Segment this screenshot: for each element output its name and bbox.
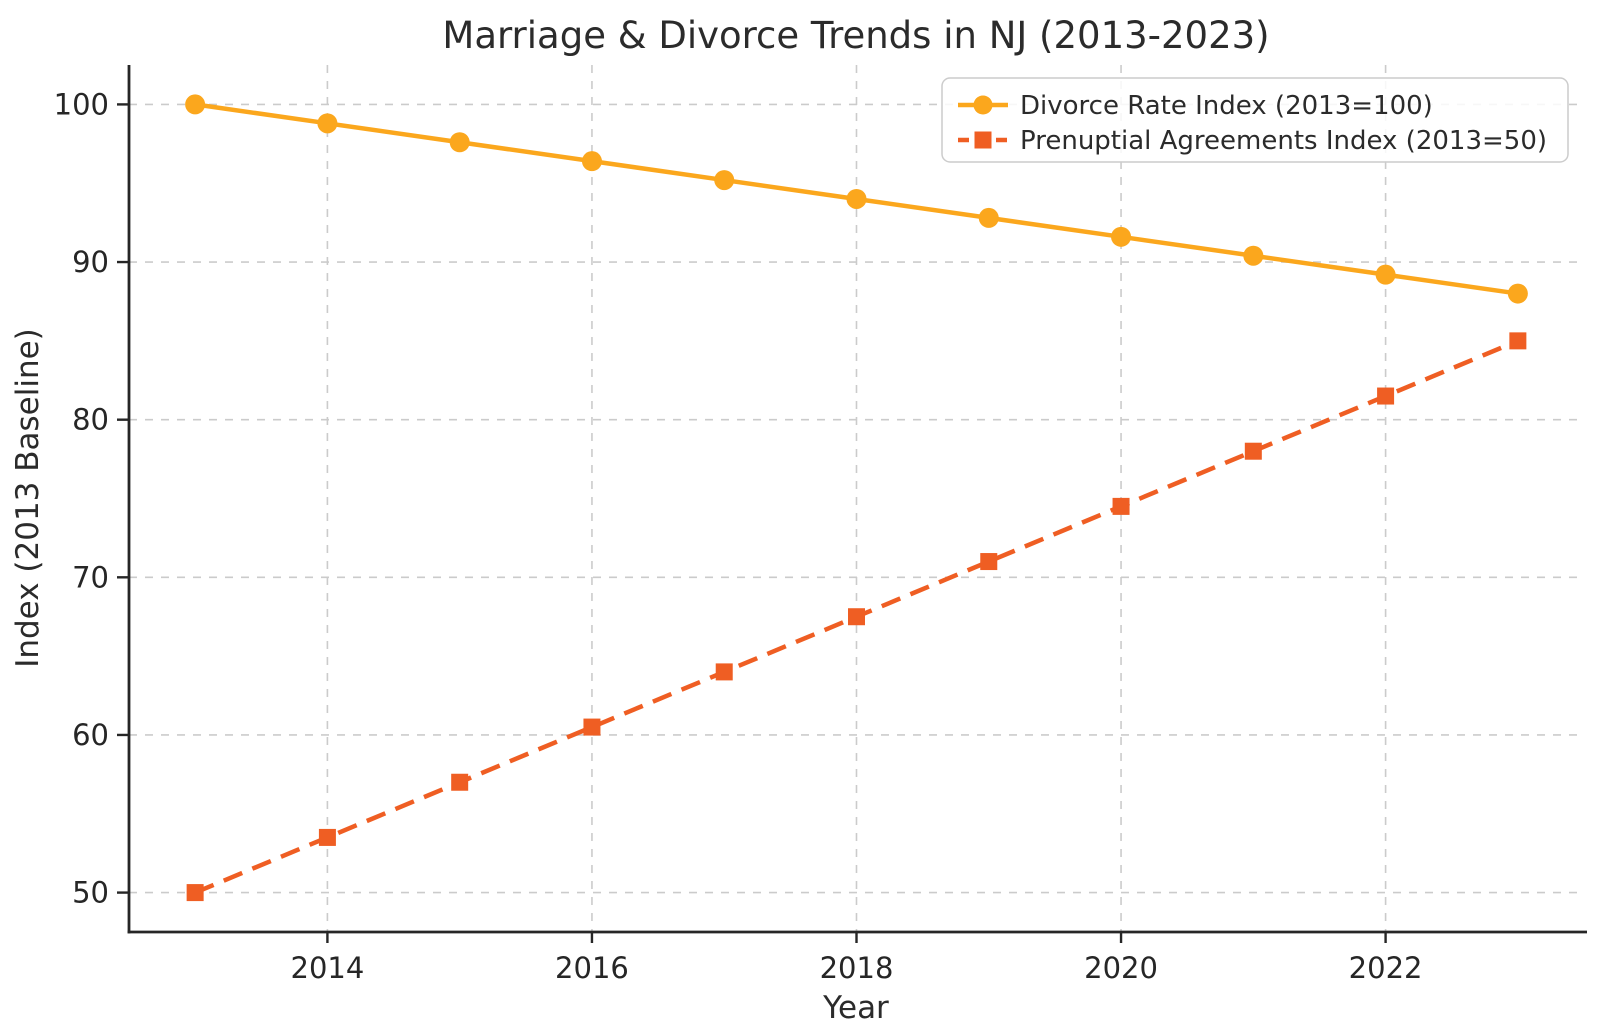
divorce-rate-index-data-point bbox=[317, 113, 338, 134]
legend-samples bbox=[958, 95, 1008, 149]
divorce-rate-index-data-point bbox=[1243, 245, 1264, 266]
chart-title: Marriage & Divorce Trends in NJ (2013-20… bbox=[442, 14, 1269, 57]
grid-layer bbox=[129, 65, 1584, 932]
prenuptial-agreements-index-data-point bbox=[451, 773, 469, 791]
prenuptial-agreements-index-data-point bbox=[186, 884, 204, 902]
prenuptial-agreements-index-data-point bbox=[715, 663, 733, 681]
legend-box bbox=[941, 77, 1569, 163]
divorce-rate-index-data-point bbox=[846, 188, 867, 209]
y-tick-label: 90 bbox=[72, 245, 109, 279]
series-layer bbox=[185, 94, 1528, 902]
y-tick-label: 50 bbox=[72, 876, 109, 910]
divorce-rate-index-data-point bbox=[978, 207, 999, 228]
prenuptial-agreements-index-data-point bbox=[1377, 387, 1395, 405]
y-tick-label: 60 bbox=[72, 718, 109, 752]
y-tick-label: 100 bbox=[54, 87, 109, 121]
prenuptial-agreements-index-data-point bbox=[1509, 332, 1527, 350]
divorce-rate-index-data-point bbox=[1111, 226, 1132, 247]
divorce-rate-index-data-point bbox=[185, 94, 206, 115]
prenuptial-agreements-index-data-point bbox=[848, 608, 865, 626]
y-axis-label: Index (2013 Baseline) bbox=[10, 328, 46, 668]
divorce-rate-index-legend-marker bbox=[973, 95, 993, 115]
prenuptial-agreements-index-data-point bbox=[1112, 497, 1130, 515]
prenuptial-agreements-index-data-point bbox=[1244, 442, 1262, 460]
y-tick-label: 70 bbox=[72, 560, 109, 594]
legend-label-prenuptial-agreements: Prenuptial Agreements Index (2013=50) bbox=[1020, 126, 1547, 156]
x-tick-label: 2016 bbox=[555, 951, 629, 985]
x-tick-label: 2018 bbox=[820, 951, 894, 985]
divorce-rate-index-data-point bbox=[714, 170, 735, 191]
prenuptial-agreements-index-data-point bbox=[318, 828, 336, 846]
x-tick-label: 2014 bbox=[291, 951, 365, 985]
prenuptial-agreements-index-legend-marker bbox=[974, 131, 992, 149]
axis-layer bbox=[117, 65, 1587, 943]
tick-label-layer: 2014 2016 2018 2020 2022 50 60 70 80 90 100 bbox=[54, 87, 1423, 985]
x-tick-label: 2022 bbox=[1349, 951, 1423, 985]
divorce-rate-index-data-point bbox=[449, 132, 470, 153]
prenuptial-agreements-index-data-point bbox=[583, 718, 601, 736]
prenuptial-agreements-index-data-point bbox=[980, 553, 998, 571]
x-axis-label: Year bbox=[822, 990, 889, 1026]
y-tick-label: 80 bbox=[72, 403, 109, 437]
x-tick-label: 2020 bbox=[1084, 951, 1158, 985]
divorce-rate-index-data-point bbox=[1507, 283, 1528, 304]
legend: Divorce Rate Index (2013=100) Prenuptial… bbox=[941, 77, 1569, 163]
divorce-rate-index-data-point bbox=[581, 151, 602, 172]
legend-label-divorce-rate: Divorce Rate Index (2013=100) bbox=[1020, 91, 1433, 121]
divorce-rate-index-data-point bbox=[1375, 264, 1396, 285]
